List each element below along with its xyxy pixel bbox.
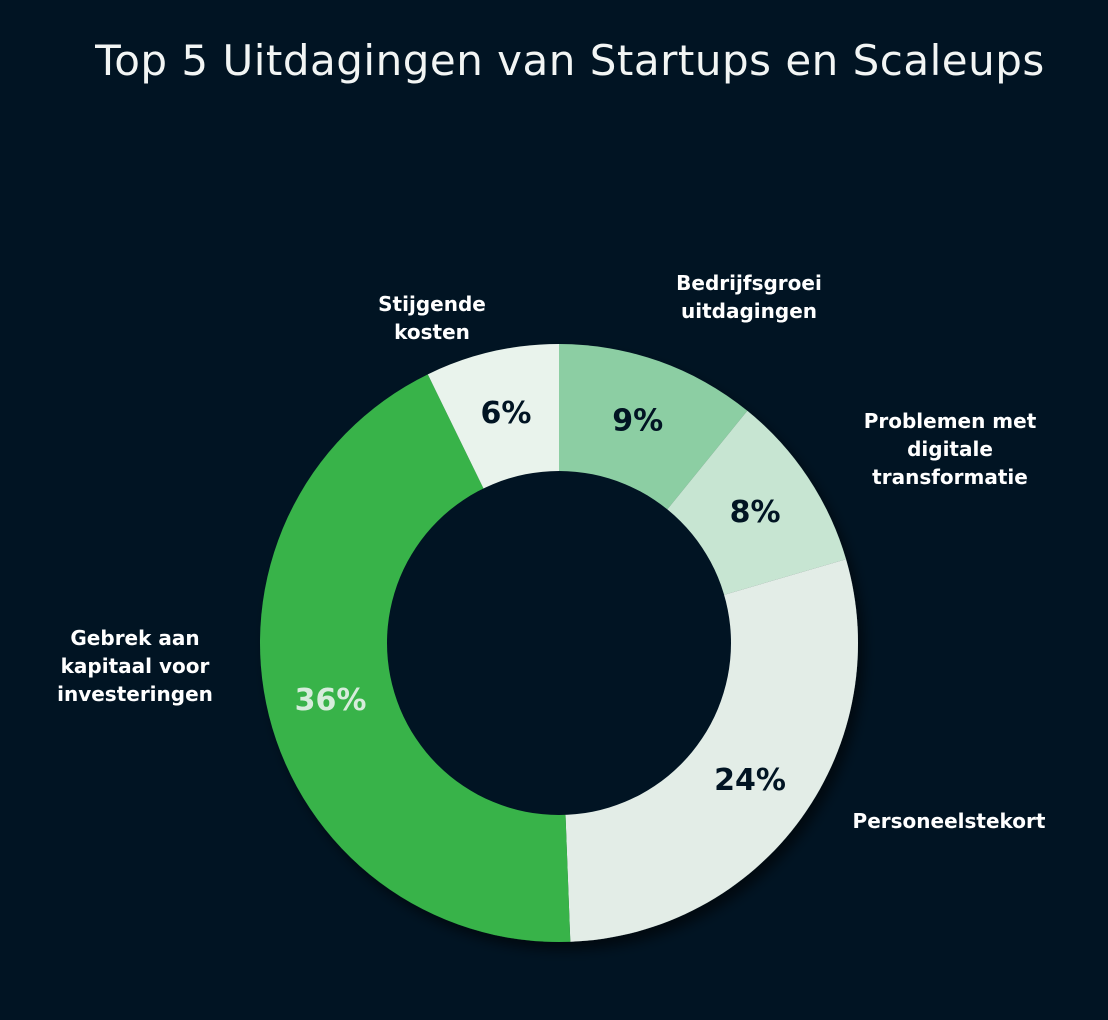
value-label-2: 24% bbox=[714, 763, 786, 798]
category-label-2: Personeelstekort bbox=[853, 809, 1046, 833]
value-label-4: 6% bbox=[481, 396, 532, 431]
value-label-1: 8% bbox=[730, 495, 781, 530]
category-label-3: Gebrek aan kapitaal voor investeringen bbox=[57, 626, 213, 706]
category-label-4: Stijgende kosten bbox=[378, 292, 486, 344]
donut-hole bbox=[387, 471, 731, 815]
value-label-3: 36% bbox=[295, 683, 367, 718]
category-label-0: Bedrijfsgroei uitdagingen bbox=[676, 271, 822, 323]
chart-title: Top 5 Uitdagingen van Startups en Scaleu… bbox=[95, 36, 1045, 85]
value-label-0: 9% bbox=[612, 404, 663, 439]
category-label-1: Problemen met digitale transformatie bbox=[864, 409, 1037, 489]
